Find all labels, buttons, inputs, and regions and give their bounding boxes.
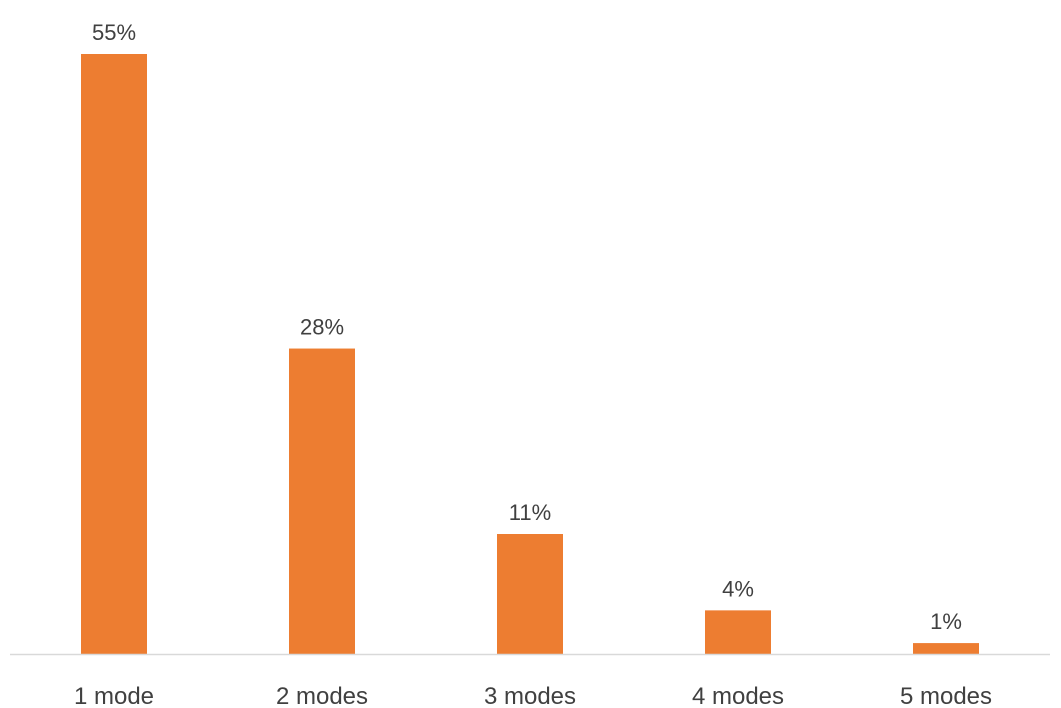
bar-3 <box>497 534 563 654</box>
data-label-1: 55% <box>92 20 136 45</box>
data-label-3: 11% <box>509 500 551 525</box>
data-label-group: 55% 28% 11% 4% 1% <box>92 20 962 634</box>
bar-2 <box>289 348 355 654</box>
x-tick-label-group: 1 mode 2 modes 3 modes 4 modes 5 modes <box>74 683 992 708</box>
x-tick-label-4: 4 modes <box>692 683 784 708</box>
x-tick-label-1: 1 mode <box>74 683 154 708</box>
bar-group <box>81 54 979 654</box>
data-label-2: 28% <box>300 315 344 340</box>
x-tick-label-3: 3 modes <box>484 683 576 708</box>
x-tick-label-2: 2 modes <box>276 683 368 708</box>
data-label-5: 1% <box>930 609 962 634</box>
bar-4 <box>705 610 771 654</box>
bar-1 <box>81 54 147 654</box>
bar-5 <box>913 643 979 654</box>
x-tick-label-5: 5 modes <box>900 683 992 708</box>
data-label-4: 4% <box>722 576 754 601</box>
